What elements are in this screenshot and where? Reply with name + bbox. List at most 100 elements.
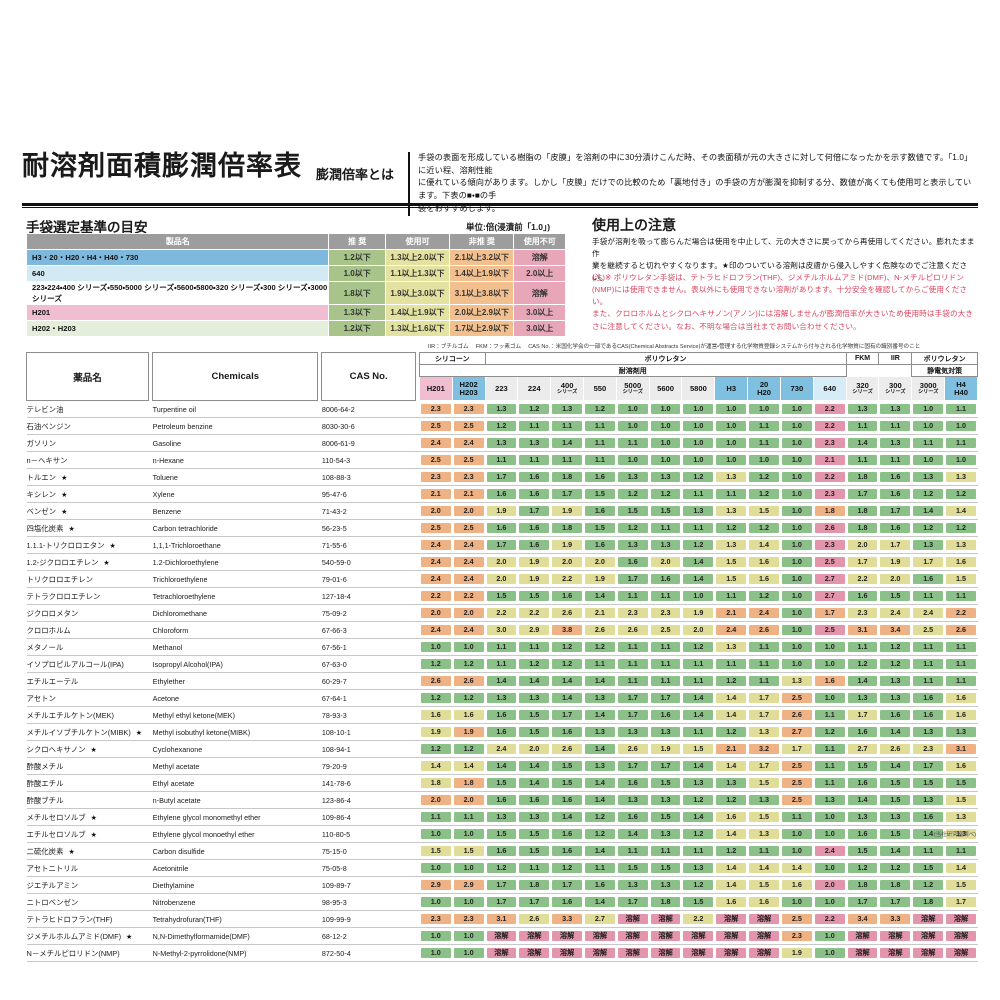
product-column-header[interactable]: 20 H20 xyxy=(747,376,781,401)
product-column-header[interactable]: 5800 xyxy=(681,376,716,401)
swelling-value-cell: 1.9 xyxy=(517,570,551,588)
swelling-value-cell: 1.2 xyxy=(714,723,748,741)
criteria-value-cell: 1.2以下 xyxy=(328,249,386,266)
swelling-value-cell: 2.2 xyxy=(452,587,486,605)
column-spacer xyxy=(148,910,153,928)
swelling-value-cell: 1.4 xyxy=(714,706,748,724)
swelling-value-cell: 1.0 xyxy=(813,944,847,962)
product-column-header[interactable]: 300 シリーズ xyxy=(878,376,913,401)
swelling-value-cell: 1.6 xyxy=(911,689,945,707)
swelling-value-cell: 1.1 xyxy=(583,417,617,435)
chemical-name-jp: N－メチルピロリドン(NMP) xyxy=(26,944,149,962)
column-spacer xyxy=(317,638,322,656)
swelling-value-cell: 1.1 xyxy=(649,519,682,537)
product-column-header[interactable]: 224 xyxy=(517,376,552,401)
swelling-value-cell: 溶解 xyxy=(616,910,650,928)
swelling-value-cell: 1.0 xyxy=(813,655,847,673)
swelling-value-cell: 1.3 xyxy=(780,672,814,690)
swelling-value-cell: 1.5 xyxy=(517,587,551,605)
swelling-value-cell: 1.5 xyxy=(649,774,682,792)
swelling-value-cell: 1.0 xyxy=(649,417,682,435)
product-column-header[interactable]: 5000 シリーズ xyxy=(615,376,650,401)
product-column-header[interactable]: 320 シリーズ xyxy=(845,376,880,401)
product-column-header[interactable]: 5600 xyxy=(648,376,683,401)
swelling-value-cell: 2.2 xyxy=(681,910,715,928)
cas-number: 95-47-6 xyxy=(321,485,416,503)
chemical-name-jp: アセトニトリル xyxy=(26,859,149,877)
material-group-cell: FKM xyxy=(845,352,880,365)
swelling-value-cell: 1.2 xyxy=(747,519,781,537)
swelling-value-cell: 1.0 xyxy=(452,859,486,877)
chemical-name-en: Methyl ethyl ketone(MEK) xyxy=(152,706,318,724)
product-column-header[interactable]: H4 H40 xyxy=(944,376,978,401)
swelling-value-cell: 1.6 xyxy=(485,842,518,860)
swelling-value-cell: 1.1 xyxy=(846,417,879,435)
product-column-header[interactable]: 223 xyxy=(484,376,519,401)
swelling-value-cell: 1.2 xyxy=(681,825,715,843)
usage-red-line-1: (注)※ ポリウレタン手袋は、テトラヒドロフラン(THF)、ジメチルホルムアミド… xyxy=(592,273,964,282)
swelling-value-cell: 1.5 xyxy=(517,825,551,843)
swelling-value-cell: 溶解 xyxy=(550,927,584,945)
swelling-value-cell: 1.1 xyxy=(780,808,814,826)
swelling-value-cell: 1.6 xyxy=(944,757,978,775)
column-spacer xyxy=(317,553,322,571)
swelling-value-cell: 1.0 xyxy=(419,944,453,962)
cas-number: 110-80-5 xyxy=(321,825,416,843)
product-column-header[interactable]: 640 xyxy=(812,376,847,401)
swelling-value-cell: 溶解 xyxy=(583,944,617,962)
product-column-header[interactable]: H202 H203 xyxy=(451,376,486,401)
swelling-value-cell: 1.1 xyxy=(583,451,617,469)
column-spacer xyxy=(317,502,322,520)
swelling-value-cell: 1.1 xyxy=(747,672,781,690)
swelling-value-cell: 1.3 xyxy=(846,689,879,707)
swelling-value-cell: 溶解 xyxy=(878,927,912,945)
swelling-value-cell: 1.1 xyxy=(649,587,682,605)
cas-number: 109-86-4 xyxy=(321,808,416,826)
criteria-value-cell: 2.0以上 xyxy=(513,265,566,282)
swelling-value-cell: 1.0 xyxy=(813,893,847,911)
swelling-value-cell: 1.0 xyxy=(780,638,814,656)
swelling-value-cell: 1.9 xyxy=(452,723,486,741)
product-column-header[interactable]: H3 xyxy=(714,376,749,401)
swelling-value-cell: 1.1 xyxy=(583,655,617,673)
swelling-value-cell: 2.3 xyxy=(911,740,945,758)
cas-number: 67-56-1 xyxy=(321,638,416,656)
swelling-value-cell: 2.3 xyxy=(419,910,453,928)
swelling-value-cell: 1.5 xyxy=(485,587,518,605)
column-spacer xyxy=(415,468,420,486)
swelling-value-cell: 1.8 xyxy=(846,876,879,894)
chemical-name-jp: ジメチルホルムアミド(DMF) ★ xyxy=(26,927,149,945)
swelling-value-cell: 1.1 xyxy=(747,417,781,435)
chemical-name-en: 1.2-Dichloroethylene xyxy=(152,553,318,571)
swelling-value-cell: 2.6 xyxy=(616,740,650,758)
column-spacer xyxy=(317,859,322,877)
swelling-value-cell: 1.2 xyxy=(747,587,781,605)
chemical-name-jp: ニトロベンゼン xyxy=(26,893,149,911)
product-column-header[interactable]: 550 xyxy=(583,376,617,401)
swelling-value-cell: 2.6 xyxy=(517,910,551,928)
criteria-col-product: 製品名 xyxy=(25,233,330,250)
product-column-header[interactable]: 3000 シリーズ xyxy=(911,376,946,401)
cas-number: 67-64-1 xyxy=(321,689,416,707)
column-spacer xyxy=(415,859,420,877)
swelling-value-cell: 1.7 xyxy=(911,757,945,775)
swelling-value-cell: 1.1 xyxy=(649,842,682,860)
swelling-value-cell: 1.2 xyxy=(583,638,617,656)
swelling-value-cell: 1.7 xyxy=(616,893,650,911)
swelling-value-cell: 溶解 xyxy=(517,944,551,962)
swelling-value-cell: 1.4 xyxy=(911,502,945,520)
product-column-header[interactable]: 730 xyxy=(779,376,814,401)
swelling-value-cell: 1.2 xyxy=(714,672,748,690)
swelling-value-cell: 溶解 xyxy=(911,910,945,928)
table-row: 酢酸ブチル n-Butyl acetate 123-86-4 2.0 2.0 1.6 1.6… xyxy=(26,791,978,809)
swelling-value-cell: 1.0 xyxy=(911,451,945,469)
product-column-header[interactable]: H201 xyxy=(418,376,453,401)
chemical-name-en: Acetone xyxy=(152,689,318,707)
cas-number: 8030-30-6 xyxy=(321,417,416,435)
swelling-value-cell: 1.6 xyxy=(846,587,879,605)
swelling-value-cell: 1.5 xyxy=(747,502,781,520)
swelling-value-cell: 1.0 xyxy=(780,434,814,452)
product-column-header[interactable]: 400 シリーズ xyxy=(550,376,584,401)
chemical-name-jp: メタノール xyxy=(26,638,149,656)
swelling-value-cell: 2.4 xyxy=(419,553,453,571)
